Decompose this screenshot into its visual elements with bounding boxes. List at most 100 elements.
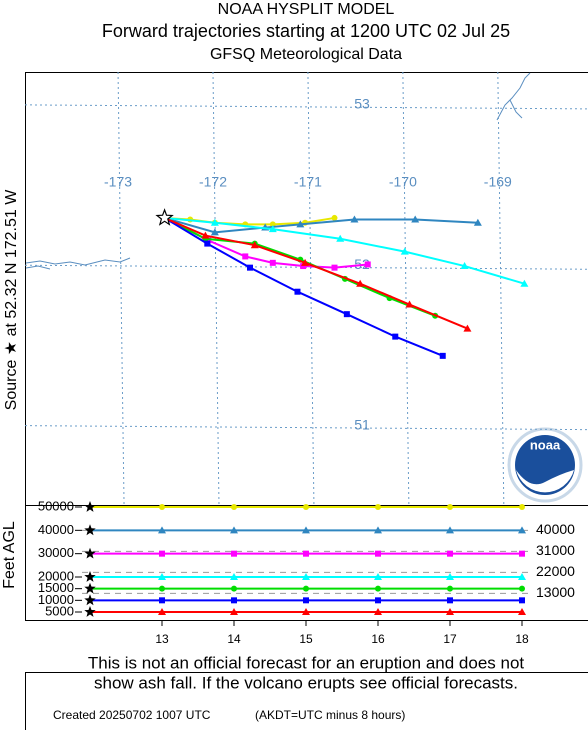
grid-line bbox=[307, 71, 315, 506]
marker bbox=[356, 279, 365, 287]
x-tick-label: 16 bbox=[371, 632, 385, 646]
x-tick-label: 15 bbox=[299, 632, 313, 646]
subtitle: GFSQ Meteorological Data bbox=[210, 46, 402, 63]
marker bbox=[364, 261, 371, 268]
grid-line bbox=[117, 71, 125, 506]
lon-label: -171 bbox=[294, 174, 322, 190]
lat-label: 53 bbox=[354, 96, 370, 112]
lon-label: -172 bbox=[199, 174, 227, 190]
marker bbox=[374, 526, 382, 534]
x-tick-label: 14 bbox=[227, 632, 241, 646]
marker bbox=[446, 526, 454, 534]
marker bbox=[519, 550, 525, 557]
x-tick-label: 18 bbox=[515, 632, 529, 646]
marker bbox=[303, 550, 309, 557]
y-tick-label: 40000 bbox=[38, 522, 74, 537]
marker bbox=[374, 608, 382, 615]
grid-line bbox=[24, 425, 588, 431]
start-star bbox=[84, 594, 96, 606]
y-tick-label: 15000 bbox=[38, 580, 74, 595]
right-tick-label: 22000 bbox=[536, 563, 575, 579]
marker bbox=[331, 214, 338, 221]
marker bbox=[302, 608, 310, 615]
lat-label: 52 bbox=[354, 256, 370, 272]
marker bbox=[302, 573, 310, 580]
lon-label: -169 bbox=[484, 174, 512, 190]
marker bbox=[392, 333, 399, 340]
marker bbox=[302, 526, 310, 534]
right-tick-label: 13000 bbox=[536, 584, 575, 600]
marker bbox=[268, 225, 277, 233]
marker bbox=[518, 573, 526, 580]
marker bbox=[518, 526, 526, 534]
marker bbox=[343, 311, 350, 318]
marker bbox=[303, 504, 309, 510]
footer-frame bbox=[25, 672, 588, 730]
disclaimer: show ash fall. If the volcano erupts see… bbox=[94, 673, 518, 692]
marker bbox=[375, 585, 381, 592]
marker bbox=[300, 263, 307, 270]
marker bbox=[400, 247, 409, 255]
marker bbox=[301, 258, 310, 266]
marker bbox=[350, 215, 359, 223]
x-tick-label: 17 bbox=[443, 632, 457, 646]
marker bbox=[519, 597, 525, 604]
lon-label: -173 bbox=[104, 174, 132, 190]
marker bbox=[231, 597, 237, 604]
marker bbox=[405, 300, 414, 308]
marker bbox=[375, 597, 381, 604]
marker bbox=[158, 573, 166, 580]
marker bbox=[294, 288, 301, 295]
subtitle: Forward trajectories starting at 1200 UT… bbox=[102, 21, 510, 41]
grid-line bbox=[24, 104, 588, 110]
y-tick-label: 50000 bbox=[38, 498, 74, 513]
lon-label: -170 bbox=[389, 174, 417, 190]
marker bbox=[446, 573, 454, 580]
marker bbox=[447, 550, 453, 557]
marker bbox=[520, 279, 529, 287]
marker bbox=[159, 585, 165, 592]
marker bbox=[447, 585, 453, 592]
marker bbox=[230, 526, 238, 534]
start-star bbox=[84, 571, 96, 582]
y-tick-label: 20000 bbox=[38, 568, 74, 583]
grid-line bbox=[497, 71, 505, 506]
noaa-logo: noaa bbox=[507, 427, 583, 503]
marker bbox=[242, 253, 249, 260]
marker bbox=[247, 264, 254, 271]
marker bbox=[210, 228, 219, 236]
marker bbox=[231, 585, 237, 592]
grid-line bbox=[212, 71, 220, 506]
disclaimer: This is not an official forecast for an … bbox=[88, 653, 525, 672]
marker bbox=[374, 573, 382, 580]
marker bbox=[518, 608, 526, 615]
timezone: (AKDT=UTC minus 8 hours) bbox=[255, 708, 405, 722]
right-tick-label: 40000 bbox=[536, 521, 575, 537]
marker bbox=[230, 608, 238, 615]
marker bbox=[331, 264, 338, 271]
marker bbox=[447, 504, 453, 510]
height-frame bbox=[25, 505, 588, 621]
y-tick-label: 10000 bbox=[38, 592, 74, 607]
marker bbox=[159, 504, 165, 510]
start-star bbox=[84, 582, 96, 594]
marker bbox=[303, 585, 309, 592]
created: Created 20250702 1007 UTC bbox=[53, 708, 211, 722]
marker bbox=[231, 504, 237, 510]
marker bbox=[210, 218, 219, 226]
source-label: Source ★ at 52.32 N 172.51 W bbox=[3, 189, 20, 411]
start-star bbox=[84, 606, 96, 617]
y-tick-label: 30000 bbox=[38, 545, 74, 560]
grid-line bbox=[402, 71, 410, 506]
x-tick-label: 13 bbox=[155, 632, 169, 646]
marker bbox=[460, 262, 469, 270]
coastline bbox=[25, 72, 531, 270]
y-tick-label: 5000 bbox=[45, 603, 74, 618]
marker bbox=[336, 234, 345, 242]
marker bbox=[230, 573, 238, 580]
grid-line bbox=[24, 264, 588, 270]
marker bbox=[375, 504, 381, 510]
logo-text: noaa bbox=[530, 437, 561, 452]
map-frame bbox=[25, 72, 588, 506]
